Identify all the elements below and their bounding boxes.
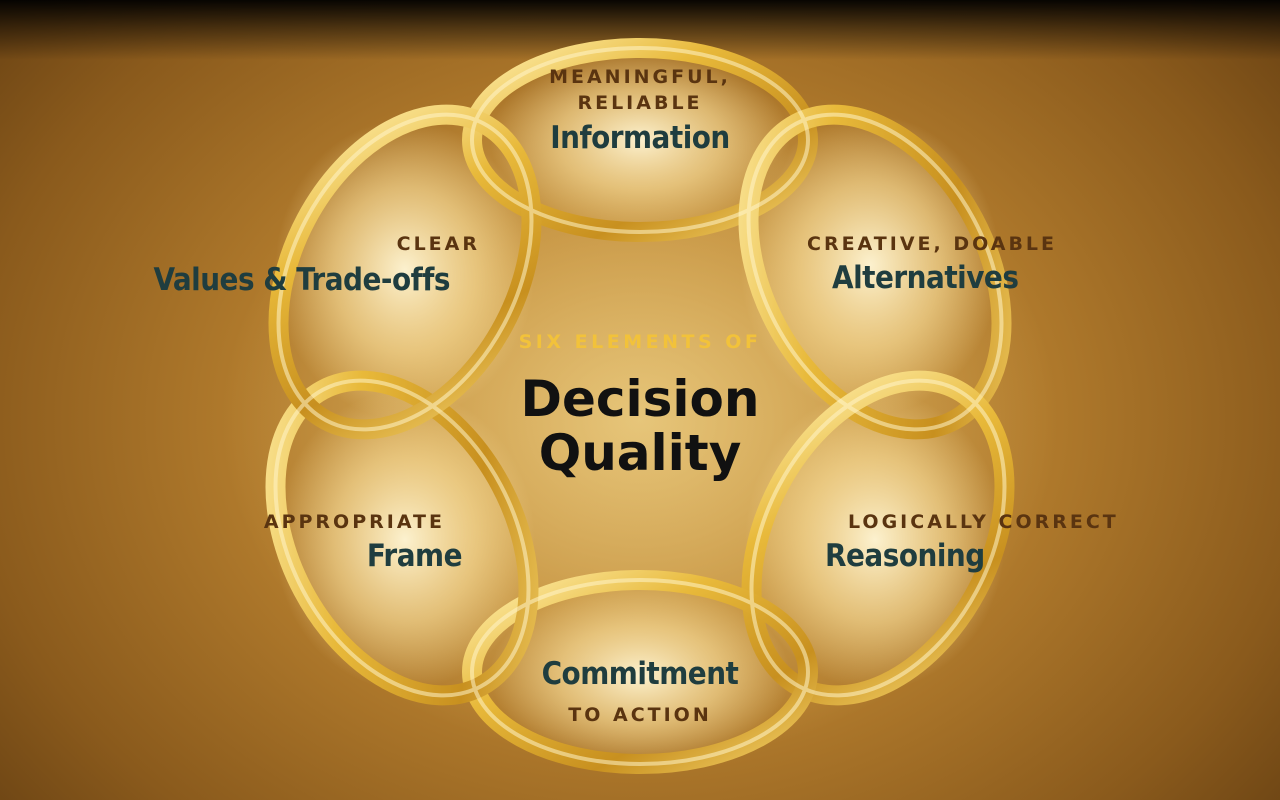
values-label: Values & Trade-offs [153,262,450,298]
glow-alternatives [740,115,1000,415]
commitment-label: Commitment [541,656,739,692]
glow-frame [275,390,535,690]
reasoning-qualifier: LOGICALLY CORRECT [848,511,1119,533]
glow-information [490,50,790,230]
center-title-line1: Decision [520,370,760,428]
glow-reasoning [745,390,1005,690]
reasoning-label: Reasoning [825,538,985,574]
commitment-qualifier: TO ACTION [568,704,712,726]
frame-qualifier: APPROPRIATE [263,511,445,533]
center-kicker: SIX ELEMENTS OF [518,331,762,353]
values-qualifier: CLEAR [396,233,480,255]
alternatives-qualifier: CREATIVE, DOABLE [807,233,1058,255]
information-qualifier-line1: MEANINGFUL, [549,66,731,88]
glow-values [275,120,535,420]
glow-commitment [490,585,790,765]
information-label: Information [550,120,730,156]
information-qualifier-line2: RELIABLE [577,92,703,114]
alternatives-label: Alternatives [832,260,1019,296]
frame-label: Frame [366,538,463,574]
center-title-line2: Quality [538,424,742,482]
